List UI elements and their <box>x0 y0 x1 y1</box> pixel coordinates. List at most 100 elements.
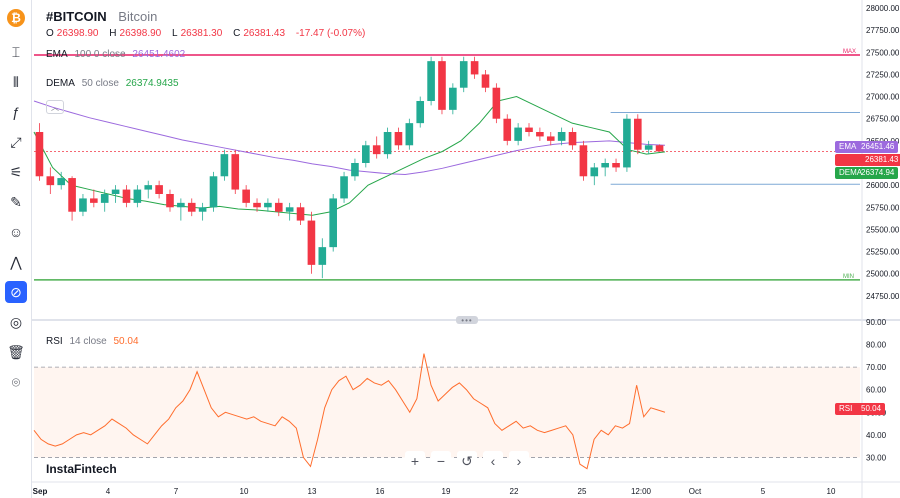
emoji-icon[interactable]: ☺ <box>8 224 24 240</box>
candle-body <box>122 189 131 203</box>
candle-body <box>525 127 533 132</box>
zoom-in-button[interactable]: + <box>405 451 425 471</box>
candle-body <box>579 145 588 177</box>
drawing-icon[interactable]: ⤢ <box>10 133 22 150</box>
chart-nav-bar: + − ↺ ‹ › <box>405 451 529 471</box>
dema-params: 50 close <box>81 78 119 89</box>
rsi-tick-label: 90.00 <box>866 318 887 327</box>
candle-body <box>351 163 359 177</box>
candle-body <box>416 101 425 124</box>
price-tick-label: 27250.00 <box>866 70 900 79</box>
candle-body <box>568 132 577 146</box>
watermark: InstaFintech <box>46 462 117 476</box>
scroll-left-button[interactable]: ‹ <box>483 451 503 471</box>
cursor-icon[interactable]: ⌶ <box>11 43 21 60</box>
time-tick-label: 7 <box>174 487 179 496</box>
candle-body <box>155 185 163 194</box>
price-tick-label: 27500.00 <box>866 48 900 57</box>
candle-body <box>57 178 66 186</box>
candle-body <box>492 87 501 119</box>
ema-legend[interactable]: EMA 100 0 close 26451.4602 <box>46 49 185 60</box>
scroll-right-button[interactable]: › <box>509 451 529 471</box>
time-tick-label: 25 <box>578 487 587 496</box>
price-tick-label: 25750.00 <box>866 203 900 212</box>
candle-body <box>242 189 250 203</box>
time-tick-label: 10 <box>240 487 249 496</box>
candle-body <box>274 202 283 212</box>
time-tick-label: 12:00 <box>631 487 652 496</box>
rsi-series-line <box>33 353 666 470</box>
time-tick-label: Oct <box>689 487 702 496</box>
snapshot-icon[interactable]: ⌾ <box>11 373 21 390</box>
rsi-zone <box>34 366 860 458</box>
candle-body <box>383 132 392 155</box>
candle-body <box>644 145 653 150</box>
collapse-legend-button[interactable]: ︿ <box>46 100 64 114</box>
low-label: L <box>172 28 178 39</box>
level-lines: MAX MIN <box>34 49 860 281</box>
time-tick-label: 4 <box>106 487 111 496</box>
candle-body <box>209 176 218 208</box>
reset-button[interactable]: ↺ <box>457 451 477 471</box>
pattern-icon[interactable]: ⋀ <box>10 253 22 270</box>
candle-body <box>133 189 142 203</box>
candle-body <box>546 136 555 141</box>
candle-body <box>285 207 294 212</box>
time-tick-label: 10 <box>827 487 836 496</box>
rsi-legend[interactable]: RSI 14 close 50.04 <box>46 336 139 347</box>
formula-icon[interactable]: ƒ <box>12 104 20 120</box>
rsi-tick-label: 60.00 <box>866 386 887 395</box>
symbol-description: Bitcoin <box>118 9 158 24</box>
symbol-legend: #BITCOIN Bitcoin <box>46 9 157 24</box>
candle-body <box>177 202 185 208</box>
rsi-tick-label: 70.00 <box>866 363 887 372</box>
high-value: 26398.90 <box>119 28 162 39</box>
brush-icon[interactable]: ✎ <box>10 193 22 210</box>
rsi-tick-label: 40.00 <box>866 431 887 440</box>
time-tick-label: 22 <box>510 487 519 496</box>
candle-body <box>187 202 196 212</box>
price-tick-label: 27000.00 <box>866 93 900 102</box>
candle-body <box>514 127 522 141</box>
dema-name: DEMA <box>46 78 75 89</box>
candles <box>35 56 664 279</box>
rsi-band <box>34 367 860 458</box>
ema-params: 100 0 close <box>74 49 126 60</box>
candle-body <box>405 123 414 146</box>
candle-body <box>536 132 544 137</box>
candle-body <box>633 118 642 150</box>
dema-legend[interactable]: DEMA 50 close 26374.9435 <box>46 78 179 89</box>
magnet-icon[interactable]: ⊘ <box>5 281 27 303</box>
time-tick-label: 5 <box>761 487 766 496</box>
candle-body <box>220 154 229 177</box>
indicators-icon[interactable]: ⫴ <box>13 73 19 90</box>
trend-tools-icon[interactable]: ⚟ <box>9 163 23 180</box>
pane-resize-handle[interactable]: ••• <box>456 316 478 325</box>
price-tick-label: 25500.00 <box>866 225 900 234</box>
candle-body <box>166 194 174 208</box>
close-value: 26381.43 <box>243 28 286 39</box>
candle-body <box>362 145 370 163</box>
candle-body <box>35 132 44 177</box>
candle-body <box>601 163 609 168</box>
hide-icon[interactable]: ◎ <box>9 313 23 330</box>
candle-body <box>427 61 435 101</box>
candle-body <box>307 220 316 265</box>
candle-body <box>612 163 620 168</box>
open-value: 26398.90 <box>56 28 99 39</box>
candle-body <box>79 198 87 212</box>
trash-icon[interactable]: 🗑 <box>7 343 25 360</box>
time-axis: Sep 4 7 10 13 16 19 22 25 12:00 Oct 5 10 <box>33 487 836 496</box>
open-label: O <box>46 28 54 39</box>
zoom-out-button[interactable]: − <box>431 451 451 471</box>
ema-value: 26451.4602 <box>132 49 186 60</box>
time-tick-label: 19 <box>442 487 451 496</box>
price-tick-label: 24750.00 <box>866 292 900 301</box>
candle-body <box>318 247 327 265</box>
price-tick-label: 26000.00 <box>866 181 900 190</box>
rsi-tick-label: 30.00 <box>866 453 887 462</box>
rsi-line <box>33 353 666 470</box>
rsi-value: 50.04 <box>113 336 139 347</box>
time-tick-label: 16 <box>376 487 385 496</box>
